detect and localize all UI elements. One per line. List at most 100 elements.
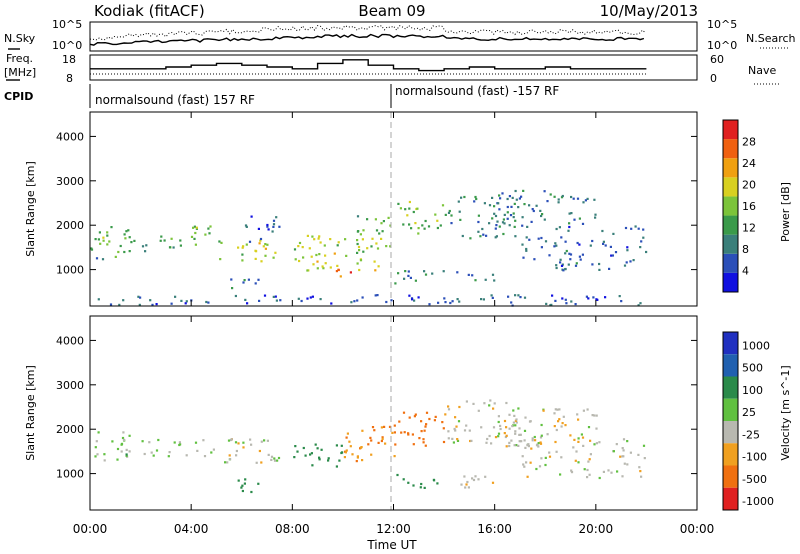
data-cell xyxy=(616,470,619,473)
data-cell xyxy=(474,475,477,478)
data-cell xyxy=(327,457,330,460)
data-cell xyxy=(329,238,332,241)
data-cell xyxy=(254,249,257,252)
data-cell xyxy=(441,204,445,207)
data-cell xyxy=(594,213,597,216)
data-cell xyxy=(231,287,234,290)
data-cell xyxy=(448,209,451,213)
data-cell xyxy=(560,456,563,459)
data-cell xyxy=(527,443,530,446)
data-cell xyxy=(234,294,237,298)
data-cell xyxy=(558,408,561,411)
velocity-colorbar-tick: 25 xyxy=(742,406,756,419)
data-cell xyxy=(514,424,517,427)
data-cell xyxy=(259,239,262,242)
data-cell xyxy=(556,408,559,411)
data-cell xyxy=(167,455,170,458)
data-cell xyxy=(439,224,442,227)
data-cell xyxy=(345,254,348,257)
power-colorbar-label: Power [dB] xyxy=(779,182,792,242)
data-cell xyxy=(152,454,155,457)
data-cell xyxy=(330,302,333,305)
power-colorbar-tick: 4 xyxy=(742,265,749,278)
data-cell xyxy=(612,232,615,235)
data-cell xyxy=(387,216,390,219)
data-cell xyxy=(493,402,496,405)
data-cell xyxy=(97,431,100,434)
data-cell xyxy=(373,429,376,432)
data-cell xyxy=(472,402,475,405)
data-cell xyxy=(410,227,413,230)
date-title: 10/May/2013 xyxy=(600,2,698,20)
data-cell xyxy=(503,222,506,225)
data-cell xyxy=(170,237,173,240)
data-cell xyxy=(403,277,406,280)
data-cell xyxy=(506,205,509,209)
data-cell xyxy=(477,220,480,224)
data-cell xyxy=(226,461,229,464)
data-cell xyxy=(477,409,480,412)
data-cell xyxy=(125,453,128,456)
data-cell xyxy=(511,425,514,428)
data-cell xyxy=(578,217,581,220)
data-cell xyxy=(408,200,411,204)
data-cell xyxy=(319,298,322,301)
data-cell xyxy=(456,438,459,441)
data-cell xyxy=(193,225,196,228)
velocity-colorbar-tick: -25 xyxy=(742,428,760,441)
data-cell xyxy=(442,427,445,430)
data-cell xyxy=(116,458,119,461)
data-cell xyxy=(316,447,319,450)
data-cell xyxy=(258,242,261,245)
data-cell xyxy=(122,431,125,434)
data-cell xyxy=(247,278,250,281)
data-cell xyxy=(554,440,557,444)
data-cell xyxy=(244,224,248,227)
data-cell xyxy=(397,202,400,205)
data-cell xyxy=(130,241,133,244)
ytick-label: 4000 xyxy=(56,334,84,347)
data-cell xyxy=(356,242,359,246)
data-cell xyxy=(95,257,99,260)
data-cell xyxy=(258,449,261,453)
data-cell xyxy=(220,241,223,244)
data-cell xyxy=(611,254,614,257)
data-cell xyxy=(245,243,248,246)
data-cell xyxy=(512,421,515,424)
data-cell xyxy=(412,443,415,446)
data-cell xyxy=(491,296,494,299)
data-cell xyxy=(138,303,141,306)
data-cell xyxy=(586,468,589,472)
data-cell xyxy=(525,461,528,464)
data-cell xyxy=(208,232,211,235)
data-cell xyxy=(103,459,106,462)
data-cell xyxy=(546,433,549,436)
colorbar-segment xyxy=(723,487,738,510)
data-cell xyxy=(237,442,240,445)
data-cell xyxy=(468,429,471,432)
data-cell xyxy=(540,457,543,460)
data-cell xyxy=(371,237,374,240)
data-cell xyxy=(517,206,520,209)
data-cell xyxy=(595,442,598,445)
data-cell xyxy=(564,240,567,243)
data-cell xyxy=(436,219,439,222)
data-cell xyxy=(497,435,500,438)
data-cell xyxy=(109,303,113,306)
data-cell xyxy=(509,214,513,217)
data-cell xyxy=(568,212,571,215)
data-cell xyxy=(123,233,126,236)
data-cell xyxy=(622,438,626,441)
data-cell xyxy=(408,223,411,226)
data-cell xyxy=(520,195,523,198)
ytick-label: 2000 xyxy=(56,219,84,232)
data-cell xyxy=(528,420,532,423)
data-cell xyxy=(260,440,263,443)
data-cell xyxy=(555,266,558,270)
data-cell xyxy=(403,431,406,434)
data-cell xyxy=(463,475,466,478)
data-cell xyxy=(168,451,171,454)
data-cell xyxy=(501,221,505,224)
data-cell xyxy=(374,294,377,297)
data-cell xyxy=(532,209,535,213)
